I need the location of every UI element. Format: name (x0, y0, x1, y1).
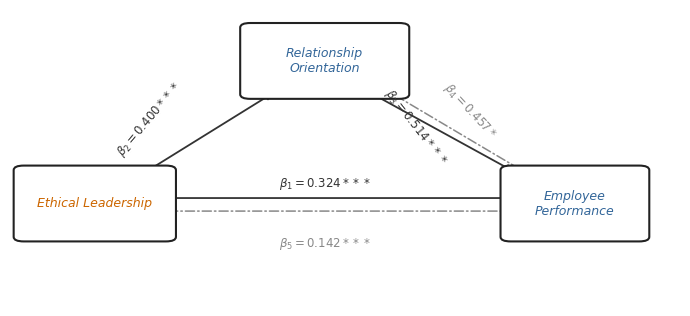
Text: $\beta_4 = 0.457*$: $\beta_4 = 0.457*$ (440, 80, 500, 142)
Text: $\beta_1 = 0.324***$: $\beta_1 = 0.324***$ (279, 176, 371, 192)
Text: Ethical Leadership: Ethical Leadership (37, 197, 152, 210)
FancyBboxPatch shape (500, 166, 649, 241)
Text: $\beta_5 = 0.142***$: $\beta_5 = 0.142***$ (279, 236, 371, 252)
Text: Relationship
Orientation: Relationship Orientation (286, 47, 363, 75)
Text: Employee
Performance: Employee Performance (535, 190, 615, 217)
FancyBboxPatch shape (14, 166, 176, 241)
FancyBboxPatch shape (240, 23, 409, 99)
Text: $\beta_2 = 0.400***$: $\beta_2 = 0.400***$ (113, 80, 184, 161)
Text: $\beta_3 = 0.514***$: $\beta_3 = 0.514***$ (382, 87, 451, 169)
